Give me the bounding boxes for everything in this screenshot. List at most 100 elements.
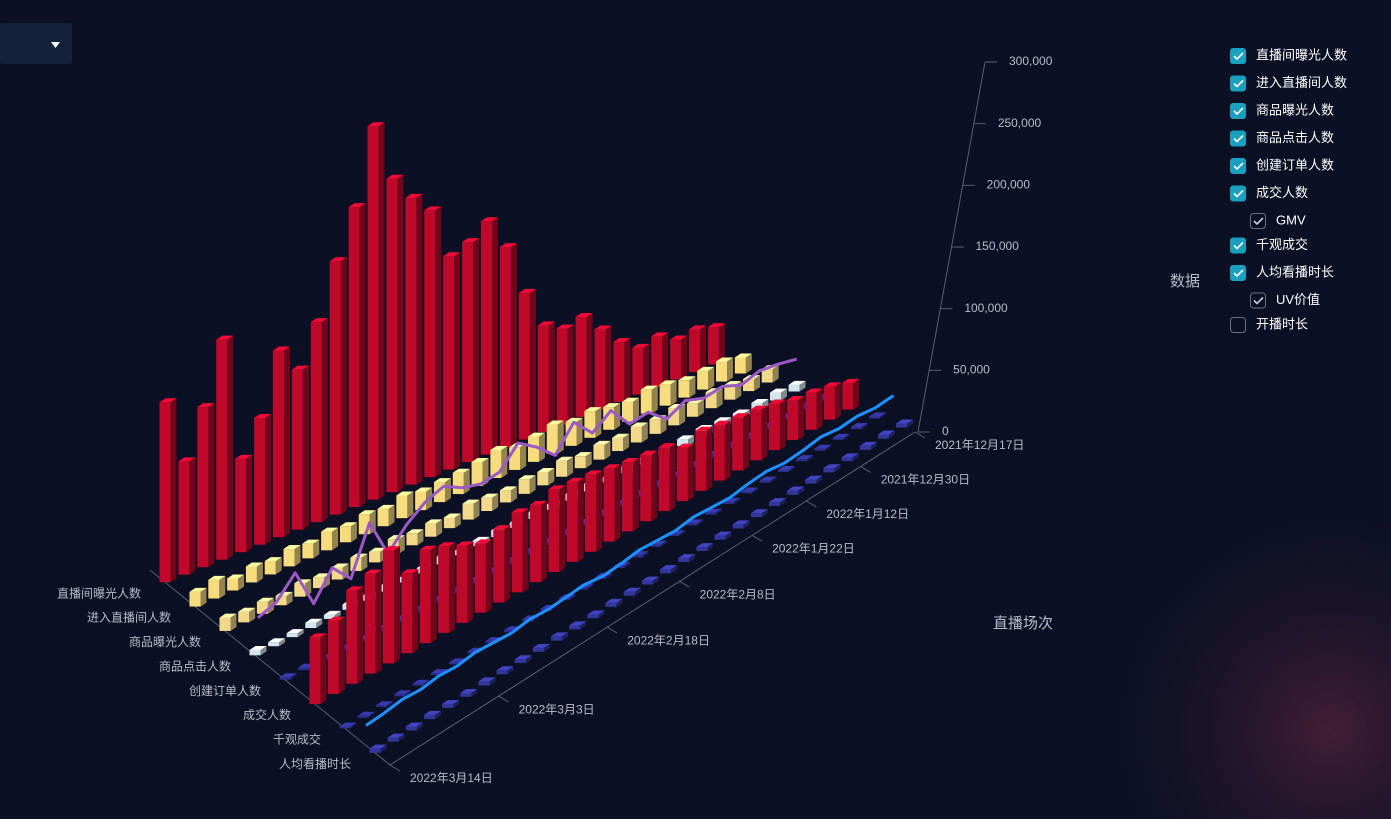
legend-label[interactable]: 进入直播间人数 [1256,75,1347,90]
bar-side [798,486,805,495]
bar-side [430,545,437,644]
bar [369,748,381,753]
bar [668,408,680,426]
bar [569,625,581,630]
legend-checkbox[interactable] [1250,292,1266,309]
bar-top [405,722,423,727]
legend-checkbox[interactable] [1230,130,1246,147]
bar-top [490,445,508,450]
bar-side [907,419,914,428]
bar-side [260,645,267,656]
bar [631,555,643,558]
dropdown-arrow[interactable] [51,42,60,48]
legend-label[interactable]: 开播时长 [1256,316,1308,331]
bar [676,447,688,501]
dropdown[interactable] [0,23,72,64]
bar-top [587,610,605,615]
bar-top [603,464,621,469]
bar-top [877,430,895,435]
bar [670,339,682,380]
legend-label[interactable]: 直播间曝光人数 [1256,47,1347,62]
bar [481,497,493,512]
bar [312,577,324,589]
legend-label[interactable]: 成交人数 [1256,185,1308,200]
bar [658,447,670,512]
legend-label[interactable]: UV价值 [1276,292,1320,307]
bar [621,401,633,422]
bar-side [387,701,394,708]
bar [286,633,298,638]
legend-checkbox[interactable] [1230,48,1246,64]
bar-side [595,407,602,438]
bar [768,403,780,451]
bar [518,292,530,440]
bar-side [727,357,734,382]
bar-side [587,583,594,590]
bar-side [670,380,677,406]
bar-top [769,388,787,393]
bar [814,448,826,451]
legend-checkbox[interactable] [1230,265,1246,281]
bar [425,523,437,537]
legend-checkbox[interactable] [1250,213,1266,229]
bar-side [586,313,593,418]
bar [382,550,394,664]
bar-top [546,420,564,425]
bar-top [741,487,759,492]
bar [768,502,780,507]
bar-side [454,513,461,529]
bar-top [387,733,405,738]
bar [462,242,474,463]
bar-side [569,594,576,601]
bar-side [641,422,648,443]
bar [713,424,725,481]
bar-side [510,486,517,503]
legend-label[interactable]: 商品曝光人数 [1256,102,1334,117]
bar-side [779,399,786,451]
bar-top [452,468,470,473]
bar [869,416,881,419]
bar [585,474,597,552]
line [365,394,895,727]
bar [424,210,436,478]
bar-side [286,591,293,606]
bar [805,392,817,430]
bar [732,524,744,529]
bar [769,392,781,401]
bar-side [388,504,395,527]
bar-side [669,443,676,512]
legend-label[interactable]: 商品点击人数 [1256,130,1334,145]
legend-checkbox[interactable] [1230,158,1246,174]
bar [499,247,511,448]
y-tick-label: 0 [942,424,949,438]
x-tick-label: 2022年1月12日 [826,507,909,521]
bar-top [814,444,832,449]
bar-side [745,353,752,374]
legend-checkbox[interactable] [1230,185,1246,202]
bar-side [320,633,327,705]
bar-top [697,366,715,371]
legend-label[interactable]: 创建订单人数 [1256,157,1334,172]
bar-side [393,546,400,664]
bar [630,426,642,443]
legend-checkbox[interactable] [1230,317,1246,333]
bar-side [679,404,686,426]
bar-top [443,252,461,257]
legend-label[interactable]: 千观成交 [1256,237,1308,252]
legend-checkbox[interactable] [1230,103,1246,119]
bar [178,461,190,575]
bar-top [569,621,587,626]
legend-checkbox[interactable] [1230,75,1246,92]
x-tick [389,764,401,772]
bar-side [525,655,532,664]
legend-label[interactable]: GMV [1276,212,1306,227]
bar [339,726,351,729]
line [257,357,798,619]
legend-label[interactable]: 人均看播时长 [1256,264,1334,279]
bar-top [511,508,529,513]
legend-checkbox[interactable] [1230,237,1246,254]
bar [556,460,568,477]
bar-top [678,554,696,559]
bar [331,567,343,580]
